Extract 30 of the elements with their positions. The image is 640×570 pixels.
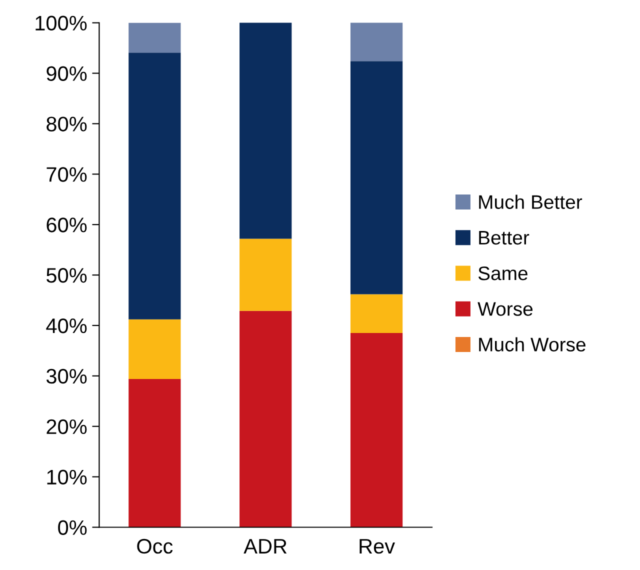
y-tick-label: 10% (47, 470, 87, 485)
bar (240, 310, 292, 528)
x-tick-label: Occ (137, 538, 173, 554)
y-tick-label: 80% (46, 116, 87, 132)
bar (240, 238, 292, 311)
bar (350, 61, 403, 294)
x-tick-label: ADR (244, 539, 287, 554)
legend-label: Much Better (479, 194, 582, 209)
y-tick-label: 50% (46, 268, 87, 283)
bar (128, 52, 181, 320)
bar (128, 22, 181, 53)
legend-label: Better (479, 231, 530, 245)
legend-label: Worse (478, 302, 533, 316)
legend-label: Much Worse (479, 337, 586, 352)
bar (350, 294, 403, 334)
y-tick-label: 60% (46, 218, 87, 232)
y-tick-label: 20% (46, 419, 87, 434)
y-tick-label: 40% (46, 318, 87, 334)
y-tick-label: 90% (46, 66, 87, 81)
y-tick-label: 30% (46, 368, 87, 384)
x-tick-label: Rev (360, 539, 395, 554)
bar (128, 319, 181, 379)
legend-label: Same (478, 266, 528, 280)
y-tick-label: 0% (58, 520, 87, 536)
bar (240, 22, 292, 239)
bar (128, 378, 181, 528)
bar (350, 333, 403, 528)
bar (350, 22, 403, 62)
y-tick-label: 100% (36, 16, 87, 31)
y-tick-label: 70% (46, 167, 87, 182)
